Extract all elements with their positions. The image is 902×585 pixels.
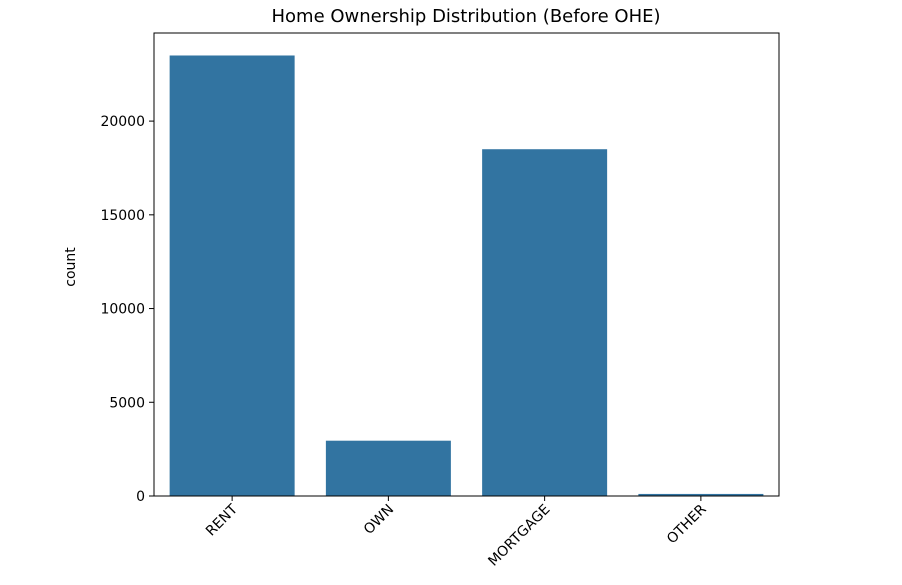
y-tick-label-20000: 20000	[100, 114, 145, 130]
bar-other	[638, 493, 764, 496]
y-tick-label-15000: 15000	[100, 208, 145, 224]
bars-group	[169, 55, 764, 497]
y-tick-label-0: 0	[136, 489, 145, 505]
bar-mortgage	[482, 149, 608, 496]
bar-own	[325, 440, 451, 496]
x-tick-label-mortgage: MORTGAGE	[485, 502, 553, 570]
y-tick-label-5000: 5000	[109, 395, 145, 411]
plot-area-frame	[153, 32, 780, 497]
x-tick-label-other: OTHER	[664, 501, 710, 547]
x-tick-label-own: OWN	[361, 502, 397, 538]
y-ticks-group: 0 5000 10000 15000 20000	[100, 114, 154, 505]
y-axis-label-group: count	[63, 247, 79, 287]
y-axis-label: count	[63, 247, 79, 287]
chart-title-group: Home Ownership Distribution (Before OHE)	[271, 6, 660, 27]
bar-rent	[169, 55, 295, 497]
chart-title: Home Ownership Distribution (Before OHE)	[271, 6, 660, 27]
x-tick-label-rent: RENT	[203, 501, 241, 539]
x-ticks-group: RENT OWN MORTGAGE OTHER	[203, 496, 710, 570]
y-tick-label-10000: 10000	[100, 302, 145, 318]
